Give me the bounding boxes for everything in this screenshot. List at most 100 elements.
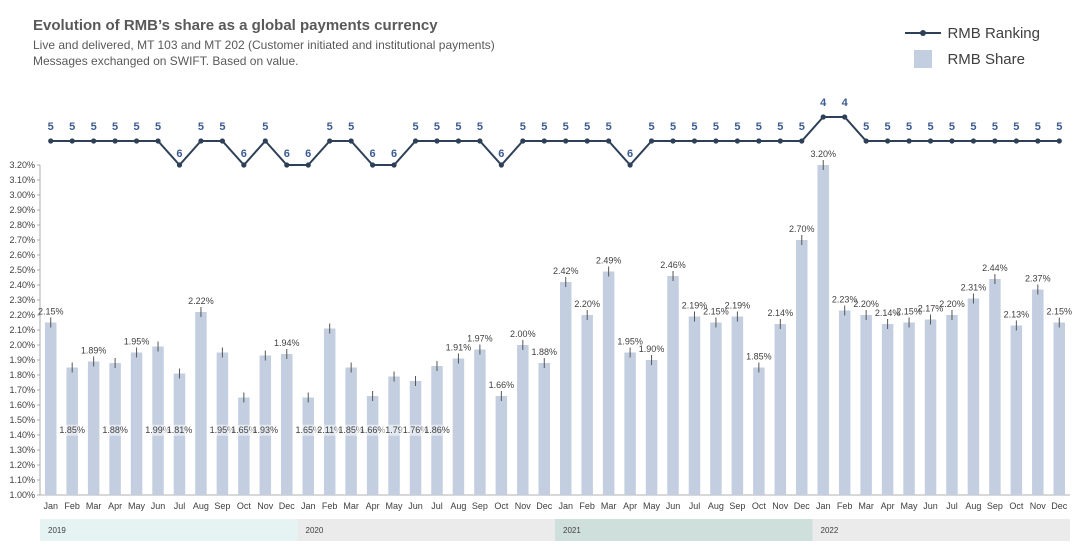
bar-rmb-share	[87, 361, 100, 495]
x-tick-label: Apr	[623, 501, 637, 511]
ranking-label: 5	[777, 121, 783, 133]
x-tick-label: Mar	[86, 501, 102, 511]
x-tick-label: Feb	[322, 501, 338, 511]
ranking-label: 5	[885, 121, 891, 133]
ranking-point	[927, 138, 934, 144]
ranking-point	[219, 138, 225, 144]
ranking-label: 5	[112, 121, 118, 133]
ranking-point	[305, 162, 311, 168]
bar-label-background	[142, 424, 174, 436]
bar-data-label: 1.97%	[467, 334, 493, 344]
bar-data-label: 1.66%	[360, 425, 386, 435]
bar-rmb-share	[796, 240, 808, 495]
bar-rmb-share	[195, 312, 207, 495]
y-tick-label: 2.80%	[9, 220, 35, 230]
ranking-label: 6	[241, 148, 247, 160]
ranking-label: 5	[434, 121, 440, 133]
ranking-point	[670, 138, 676, 144]
ranking-label: 5	[799, 121, 805, 133]
bar-label-background	[292, 424, 324, 436]
y-tick-label: 2.00%	[9, 340, 35, 350]
x-tick-label: Jun	[923, 501, 938, 511]
x-tick-label: Oct	[752, 501, 767, 511]
bar-rmb-share	[967, 298, 980, 495]
ranking-point	[627, 162, 633, 168]
ranking-label: 5	[91, 121, 97, 133]
bar-data-label: 2.17%	[918, 304, 944, 314]
bar-label-background	[400, 424, 431, 436]
bar-data-label: 2.15%	[896, 307, 922, 317]
bar-data-label: 2.15%	[1047, 307, 1073, 317]
bar-data-label: 2.22%	[188, 296, 214, 306]
y-tick-label: 3.20%	[9, 160, 35, 170]
ranking-point	[348, 138, 354, 144]
bar-rmb-share	[602, 271, 615, 495]
y-tick-label: 3.10%	[9, 175, 35, 185]
ranking-point	[1056, 138, 1062, 144]
ranking-label: 5	[134, 121, 140, 133]
ranking-point	[777, 138, 783, 144]
ranking-point	[992, 138, 998, 144]
ranking-label: 4	[842, 97, 849, 109]
y-tick-label: 1.80%	[9, 370, 35, 380]
x-tick-label: Sep	[214, 501, 230, 511]
bar-rmb-share	[924, 319, 937, 495]
bar-rmb-share	[667, 276, 679, 495]
bar-data-label: 2.70%	[789, 224, 815, 234]
ranking-point	[112, 138, 118, 144]
x-tick-label: Nov	[515, 501, 532, 511]
x-tick-label: Feb	[64, 501, 80, 511]
ranking-label: 6	[176, 148, 182, 160]
x-tick-label: Sep	[472, 501, 488, 511]
x-tick-label: Aug	[965, 501, 981, 511]
x-tick-label: May	[643, 501, 661, 511]
ranking-point	[1013, 138, 1019, 144]
chart-title: Evolution of RMB’s share as a global pay…	[33, 17, 438, 34]
bar-data-label: 2.19%	[725, 301, 751, 311]
bar-data-label: 2.00%	[510, 329, 536, 339]
bar-label-background	[357, 424, 388, 436]
ranking-point	[69, 138, 75, 144]
bar-data-label: 1.65%	[295, 425, 321, 435]
ranking-point	[885, 138, 891, 144]
ranking-line	[50, 116, 1060, 167]
bar-data-label: 1.79	[385, 425, 403, 435]
ranking-label: 5	[348, 121, 354, 133]
ranking-point	[906, 138, 912, 144]
bar-data-label: 1.91%	[446, 343, 472, 353]
chart-subtitle-line-2: Messages exchanged on SWIFT. Based on va…	[33, 54, 299, 68]
ranking-point	[713, 138, 719, 144]
ranking-label: 5	[198, 121, 204, 133]
bar-data-label: 1.85%	[59, 425, 85, 435]
year-label: 2022	[821, 526, 839, 535]
bar-rmb-share	[989, 279, 1001, 495]
bar-data-label: 3.20%	[810, 149, 836, 159]
y-tick-label: 1.90%	[9, 355, 35, 365]
bar-label-background	[250, 424, 281, 436]
ranking-label: 5	[520, 121, 526, 133]
legend: RMB Ranking RMB Share	[905, 20, 1040, 72]
ranking-point	[863, 138, 869, 144]
ranking-point	[241, 162, 247, 168]
bar-data-label: 2.23%	[832, 295, 858, 305]
bar-data-label: 1.95%	[210, 425, 236, 435]
bar-rmb-share	[1032, 289, 1044, 495]
bar-data-label: 1.85%	[338, 425, 364, 435]
bar-rmb-share	[753, 367, 765, 495]
ranking-point	[970, 138, 977, 144]
bar-data-label: 2.15%	[703, 307, 729, 317]
bar-data-label: 1.99%	[145, 425, 171, 435]
bar-data-label: 2.20%	[853, 299, 879, 309]
ranking-label: 5	[48, 121, 54, 133]
bar-data-label: 2.11%	[317, 425, 342, 435]
bar-rmb-share	[538, 363, 551, 495]
bar-rmb-share	[903, 322, 915, 495]
bar-label-background	[99, 424, 131, 436]
bar-rmb-share	[559, 282, 572, 495]
x-tick-label: Nov	[772, 501, 789, 511]
x-tick-label: Mar	[343, 501, 359, 511]
bar-rmb-share	[688, 316, 701, 495]
year-band	[40, 519, 298, 541]
x-tick-label: Jan	[301, 501, 316, 511]
bar-label-background	[164, 424, 195, 436]
